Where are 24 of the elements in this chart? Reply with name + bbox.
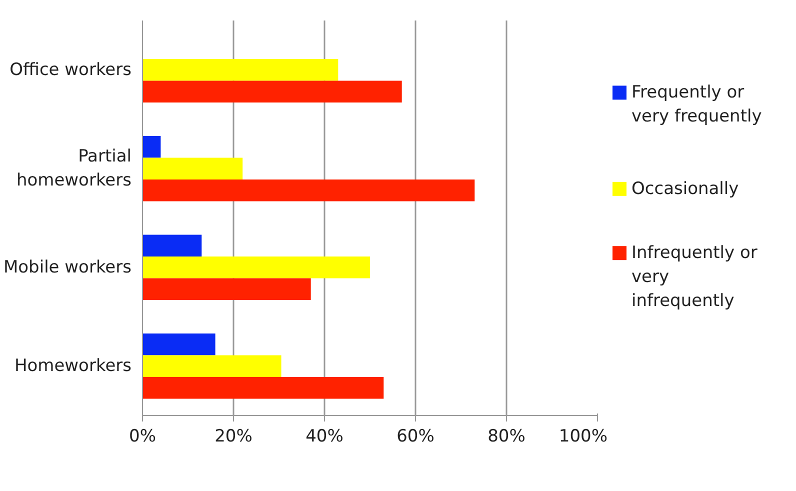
x-tick-label: 100% [558, 426, 608, 446]
bar [142, 376, 384, 399]
bar [142, 278, 311, 300]
y-tick-label: Office workers [10, 60, 132, 80]
bar [142, 234, 202, 257]
bar [142, 80, 402, 102]
y-tick-label: Homeworkers [14, 356, 132, 376]
y-tick-label: Mobile workers [3, 257, 132, 278]
legend-label: Occasionally [632, 178, 739, 199]
bar [142, 355, 282, 377]
y-tick-label: Partial homeworkers [16, 146, 132, 191]
bar [142, 59, 338, 81]
x-tick-label: 60% [396, 426, 434, 446]
bar [142, 158, 243, 180]
x-tick-label: 40% [306, 426, 344, 446]
x-tick-label: 80% [488, 426, 526, 446]
legend-label: Frequently or very frequently [632, 82, 762, 127]
bar [142, 136, 161, 158]
x-tick-label: 20% [214, 426, 252, 446]
bar [142, 179, 475, 202]
x-tick-label: 0% [129, 426, 156, 446]
legend-label: Infrequently or very infrequently [632, 243, 758, 312]
bar [142, 256, 370, 278]
bar [142, 334, 216, 356]
